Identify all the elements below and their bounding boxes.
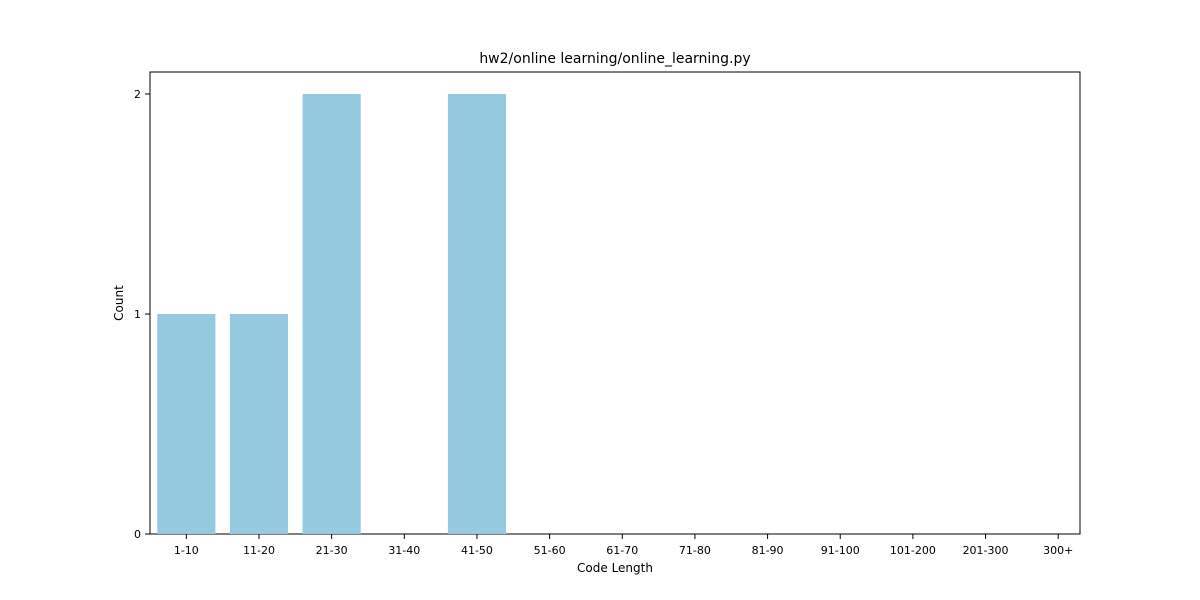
x-tick-label: 71-80 [679,544,711,557]
bar-series [157,94,507,534]
y-axis-ticks: 0 1 2 [134,88,150,541]
x-tick-label: 1-10 [174,544,199,557]
bar-1-10 [157,314,216,534]
x-tick-label: 201-300 [963,544,1009,557]
x-tick-label: 91-100 [821,544,860,557]
plot-area-frame [149,71,1081,535]
bar-11-20 [229,314,289,534]
x-axis-label: Code Length [577,561,653,575]
y-tick-label: 0 [134,528,141,541]
x-tick-label: 51-60 [534,544,566,557]
x-tick-label: 81-90 [752,544,784,557]
x-tick-label: 11-20 [243,544,275,557]
x-tick-label: 41-50 [461,544,493,557]
y-tick-label: 2 [134,88,141,101]
x-tick-label: 300+ [1043,544,1073,557]
x-tick-label: 61-70 [606,544,638,557]
bar-41-50 [447,94,507,534]
y-tick-label: 1 [134,308,141,321]
chart-title: hw2/online learning/online_learning.py [479,51,750,67]
bar-21-30 [302,94,361,534]
y-axis-label: Count [112,285,126,321]
x-axis-ticks: 1-10 11-20 21-30 31-40 41-50 51-60 61-70 71-80 8… [174,534,1073,557]
x-tick-label: 31-40 [388,544,420,557]
x-tick-label: 21-30 [316,544,348,557]
x-tick-label: 101-200 [890,544,936,557]
